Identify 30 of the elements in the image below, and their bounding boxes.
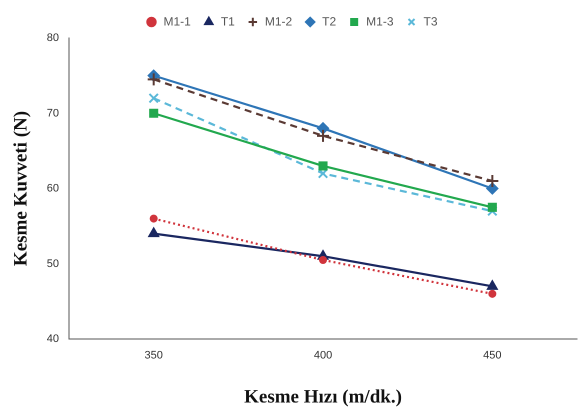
y-tick-label: 50 <box>46 258 60 270</box>
point <box>150 214 158 223</box>
legend-label: M1-1 <box>163 14 192 28</box>
legend-label: T1 <box>220 14 236 28</box>
y-axis-title: Kesme Kuvveti (N) <box>10 110 32 266</box>
point <box>318 168 328 179</box>
legend-label: M1-2 <box>264 14 292 28</box>
x-tick-label: 400 <box>314 350 332 362</box>
y-tick-label: 80 <box>46 32 60 44</box>
point <box>319 256 328 264</box>
y-tick-label: 60 <box>46 182 60 195</box>
point <box>488 202 497 212</box>
point <box>318 161 328 170</box>
point <box>149 108 158 118</box>
x-axis-title: Kesme Hızı (m/dk.) <box>244 386 402 408</box>
point <box>485 174 500 188</box>
legend-label: T2 <box>322 14 336 28</box>
y-tick-label: 40 <box>46 333 60 346</box>
point <box>316 128 330 143</box>
point <box>488 290 496 298</box>
x-tick-label: 350 <box>144 350 163 362</box>
y-tick-label: 70 <box>46 107 60 120</box>
legend-label: T3 <box>424 14 438 28</box>
point <box>148 228 160 238</box>
legend-label: M1-3 <box>366 14 394 28</box>
point <box>487 280 498 290</box>
point <box>487 206 498 216</box>
point <box>148 92 159 104</box>
point <box>146 72 161 86</box>
x-tick-label: 450 <box>483 350 502 362</box>
